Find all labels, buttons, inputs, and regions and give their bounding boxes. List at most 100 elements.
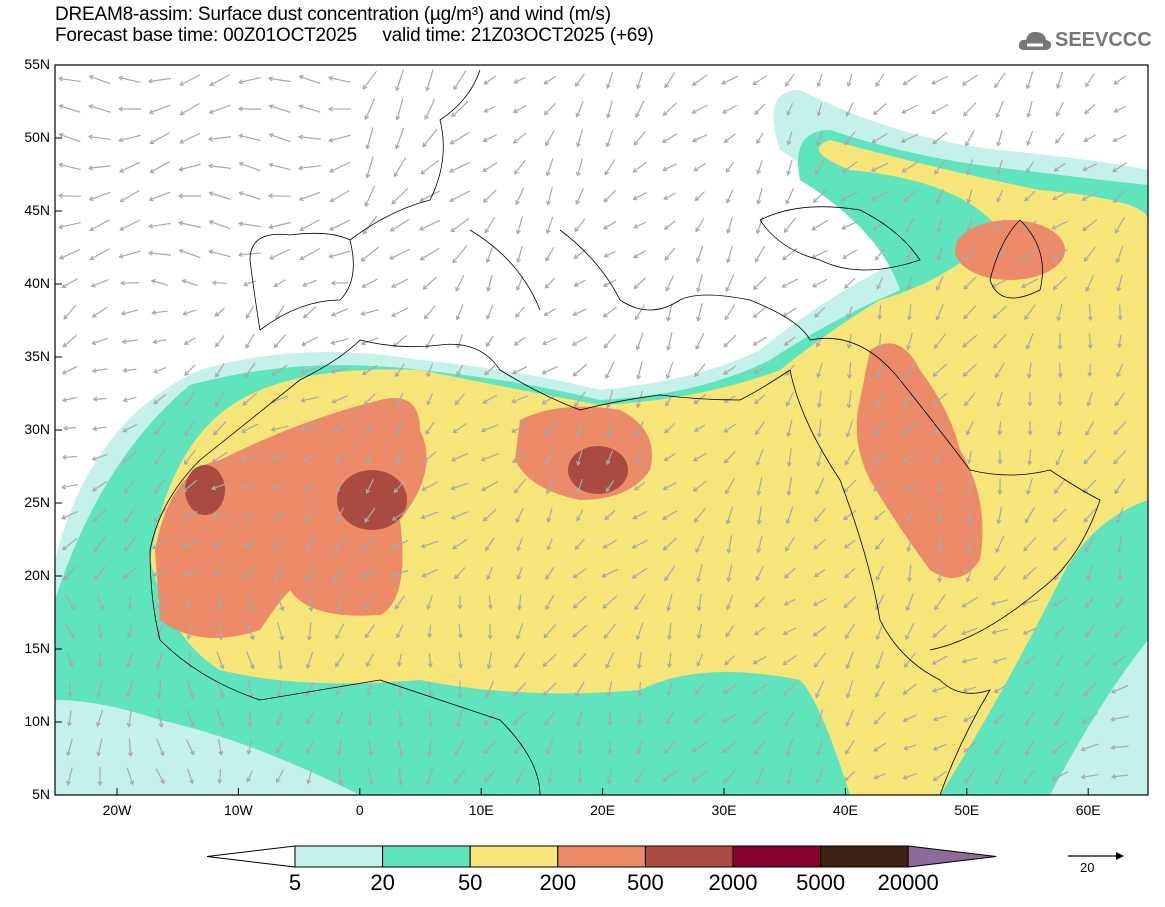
wind-arrow [62, 334, 78, 348]
wind-arrow [147, 250, 172, 256]
wind-arrow [95, 709, 104, 728]
wind-arrow [123, 536, 136, 552]
wind-arrow [1055, 681, 1065, 697]
wind-arrow [996, 159, 1003, 175]
wind-arrow [362, 215, 378, 235]
wind-arrow [1114, 392, 1126, 407]
wind-arrow [245, 305, 255, 319]
wind-arrow [755, 216, 764, 235]
wind-arrow [513, 682, 527, 697]
wind-arrow [276, 741, 284, 754]
wind-arrow [843, 510, 857, 521]
wind-arrow [816, 335, 824, 348]
colorbar-label: 20 [370, 870, 395, 895]
wind-arrow [329, 219, 351, 231]
wind-arrow [267, 193, 292, 199]
wind-arrow [150, 278, 169, 286]
wind-arrow [964, 392, 976, 407]
wind-arrow [816, 130, 824, 147]
wind-arrow [365, 156, 374, 179]
wind-arrow [1057, 333, 1063, 351]
wind-arrow [692, 452, 707, 462]
wind-arrow [1057, 363, 1063, 379]
wind-arrow [1085, 420, 1095, 436]
wind-arrow [151, 309, 168, 316]
wind-arrow [816, 362, 823, 379]
wind-arrow [275, 565, 285, 581]
wind-arrow [211, 451, 228, 463]
wind-arrow [366, 450, 374, 465]
wind-arrow [513, 336, 526, 346]
wind-arrow [450, 217, 470, 233]
wind-arrow [631, 567, 648, 579]
wind-arrow [814, 508, 826, 523]
wind-arrow [331, 395, 348, 404]
wind-arrow [185, 739, 195, 756]
wind-arrow [1080, 743, 1099, 752]
wind-arrow [1026, 100, 1033, 119]
wind-arrow [242, 512, 257, 519]
wind-arrow [1051, 248, 1068, 260]
wind-arrow [1024, 655, 1036, 665]
wind-arrow [845, 680, 854, 699]
wind-arrow [1026, 362, 1032, 379]
colorbar-label: 500 [627, 870, 664, 895]
lon-label: 20W [102, 802, 132, 818]
wind-arrow [933, 422, 947, 435]
wind-arrow [237, 252, 262, 258]
wind-arrow [58, 104, 81, 113]
wind-arrow [238, 161, 261, 172]
wind-arrow [298, 104, 321, 113]
wind-arrow [1023, 768, 1037, 784]
wind-arrow [185, 709, 195, 728]
wind-arrow [425, 421, 435, 435]
wind-arrow [756, 188, 763, 205]
lat-label: 5N [32, 786, 50, 802]
wind-arrow [994, 712, 1006, 725]
wind-arrow [482, 189, 497, 203]
wind-arrow [244, 362, 256, 378]
wind-arrow [784, 73, 795, 87]
wind-arrow [995, 362, 1005, 379]
wind-arrow [305, 565, 315, 582]
wind-arrow [963, 741, 977, 753]
wind-arrow [723, 334, 737, 348]
wind-arrow [182, 479, 198, 493]
wind-arrow [1116, 363, 1124, 378]
wind-arrow [543, 308, 556, 316]
wind-arrow [119, 219, 141, 231]
wind-arrow [92, 425, 107, 432]
lat-label: 20N [24, 567, 50, 583]
wind-arrow [424, 98, 436, 120]
wind-arrow [157, 680, 163, 699]
wind-arrow [1051, 220, 1068, 230]
wind-arrow [1054, 626, 1065, 637]
wind-arrow [238, 76, 261, 85]
wind-arrow [1083, 682, 1097, 697]
wind-arrow [452, 245, 468, 264]
wind-arrow [397, 709, 404, 728]
wind-arrow [844, 567, 856, 579]
wind-arrow [664, 72, 676, 89]
wind-arrow [607, 711, 613, 726]
wind-arrow [902, 772, 917, 780]
wind-arrow [515, 769, 524, 784]
wind-arrow [812, 625, 827, 637]
wind-arrow [268, 132, 291, 143]
wind-arrow [962, 686, 977, 693]
wind-arrow [605, 390, 614, 409]
wind-arrow [454, 393, 466, 406]
wind-arrow [216, 651, 225, 670]
lon-label: 30E [711, 802, 737, 818]
wind-arrow [602, 595, 618, 609]
wind-arrow [573, 279, 586, 287]
dust-level-500-mauritania [185, 465, 225, 515]
wind-arrow [428, 709, 434, 728]
wind-arrow [208, 249, 231, 258]
wind-arrow [961, 657, 978, 664]
wind-arrow [390, 569, 409, 578]
wind-arrow [243, 567, 257, 579]
wind-arrow [606, 681, 613, 698]
wind-arrow [452, 422, 467, 434]
wind-arrow [300, 366, 319, 375]
